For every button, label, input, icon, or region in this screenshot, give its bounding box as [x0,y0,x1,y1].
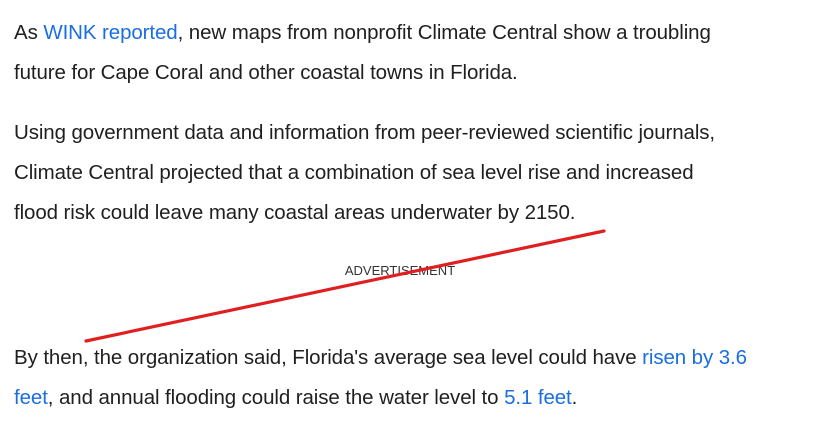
paragraph-text: , new maps from nonprofit Climate Centra… [177,21,711,44]
paragraph-wink-report: As WINK reported, new maps from nonprofi… [14,13,814,93]
paragraph-text: future for Cape Coral and other coastal … [14,61,518,84]
annotation-stroke [84,229,606,343]
paragraph-text: Using government data and information fr… [14,121,716,144]
paragraph-text: Climate Central projected that a combina… [14,161,694,184]
paragraph-climate-central: Using government data and information fr… [14,113,814,233]
paragraph-text: . [571,386,578,409]
five-feet-link[interactable]: 5.1 feet [504,386,572,409]
paragraph-text: flood risk could leave many coastal area… [14,201,576,224]
risen-by-link-text[interactable]: feet [14,386,48,409]
paragraph-text: As [14,21,44,44]
paragraph-sea-level: By then, the organization said, Florida'… [14,338,814,418]
risen-by-link-text[interactable]: risen by 3.6 [642,346,747,369]
risen-by-link[interactable]: risen by 3.6 feet [14,346,747,409]
paragraph-text: , and annual flooding could raise the wa… [47,386,505,409]
paragraph-text: By then, the organization said, Florida'… [14,346,643,369]
wink-reported-link[interactable]: WINK reported [43,21,178,44]
advertisement-label: ADVERTISEMENT [344,263,456,278]
